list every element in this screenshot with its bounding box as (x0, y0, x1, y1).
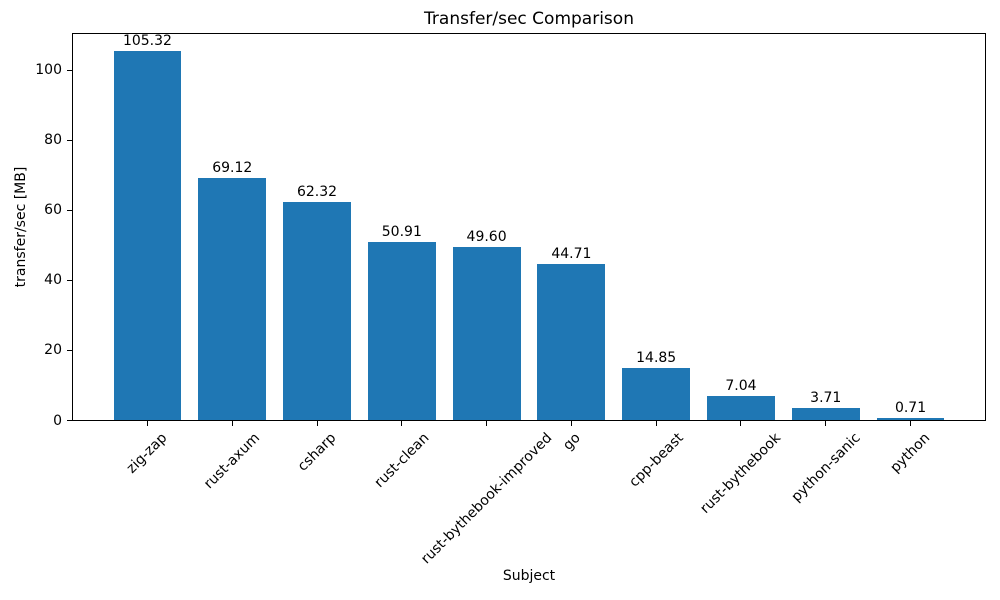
x-tick-label-rust-bythebook-improved: rust-bythebook-improved (417, 430, 556, 568)
y-tick-label: 80 (44, 132, 62, 149)
x-tick-mark (655, 421, 657, 426)
x-tick-mark (316, 421, 318, 426)
x-tick-mark (825, 421, 827, 426)
bar-value-label-python-sanic: 3.71 (810, 389, 842, 406)
bar-value-label-zig-zap: 105.32 (122, 33, 172, 50)
bar-rust-bythebook-improved (452, 246, 521, 421)
y-tick-mark (67, 279, 72, 281)
x-tick-label-rust-clean: rust-clean (371, 430, 433, 491)
bar-python (876, 418, 945, 421)
y-axis-label: transfer/sec [MB] (13, 166, 29, 288)
x-tick-mark (486, 421, 488, 426)
y-tick-label: 0 (53, 412, 62, 429)
bar-rust-bythebook (707, 395, 775, 421)
bar-value-label-rust-axum: 69.12 (212, 160, 253, 177)
y-tick-mark (67, 209, 72, 211)
bar-rust-clean (367, 242, 436, 421)
bar-value-label-go: 44.71 (551, 245, 592, 262)
y-tick-mark (67, 139, 72, 141)
y-tick-label: 20 (44, 342, 62, 359)
x-tick-mark (570, 421, 572, 426)
bar-value-label-csharp: 62.32 (296, 184, 338, 201)
x-tick-label-cpp-beast: cpp-beast (626, 430, 687, 491)
x-tick-label-zig-zap: zig-zap (124, 430, 171, 477)
y-tick-mark (67, 420, 72, 421)
x-tick-mark (146, 421, 148, 426)
x-tick-mark (401, 421, 403, 426)
x-tick-label-csharp: csharp (294, 430, 340, 475)
x-axis-label: Subject (502, 568, 556, 584)
x-tick-mark (231, 421, 233, 426)
x-tick-label-python-sanic: python-sanic (788, 430, 864, 506)
y-tick-mark (67, 349, 72, 351)
bar-go (537, 263, 606, 421)
x-tick-label-go: go (559, 430, 584, 454)
bar-value-label-python: 0.71 (894, 400, 927, 416)
x-tick-mark (740, 421, 742, 426)
bar-value-label-rust-bythebook-improved: 49.60 (466, 228, 507, 245)
bar-value-label-cpp-beast: 14.85 (636, 350, 677, 367)
y-tick-label: 60 (44, 202, 62, 219)
bar-rust-axum (198, 178, 267, 421)
x-tick-mark (910, 421, 912, 426)
bar-value-label-rust-clean: 50.91 (381, 224, 422, 241)
y-tick-label: 100 (35, 62, 62, 79)
bar-python-sanic (791, 407, 860, 421)
bar-csharp (283, 202, 351, 421)
x-tick-label-rust-bythebook: rust-bythebook (697, 430, 785, 517)
y-tick-mark (67, 69, 72, 71)
y-tick-label: 40 (44, 272, 62, 289)
bar-value-label-rust-bythebook: 7.04 (725, 377, 757, 394)
bar-cpp-beast (622, 368, 691, 421)
x-tick-label-python: python (887, 430, 934, 476)
bar-zig-zap (113, 51, 182, 421)
chart-title: Transfer/sec Comparison (424, 9, 634, 29)
x-tick-label-rust-axum: rust-axum (201, 430, 264, 493)
